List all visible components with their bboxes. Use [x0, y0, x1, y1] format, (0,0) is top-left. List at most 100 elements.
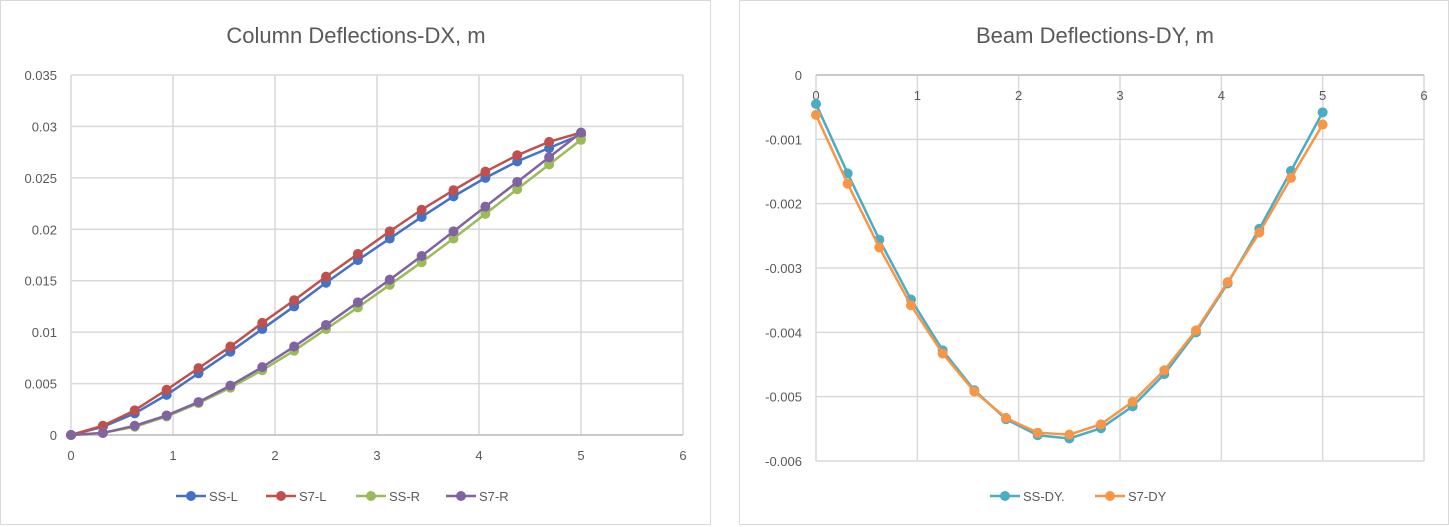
chart-title: Column Deflections-DX, m — [226, 23, 485, 48]
data-point — [321, 319, 331, 330]
y-tick-label: -0.001 — [765, 132, 802, 147]
x-tick-label: 4 — [475, 448, 482, 463]
data-point — [97, 420, 108, 431]
x-tick-label: 5 — [577, 448, 584, 463]
legend-marker — [456, 491, 466, 501]
x-tick-label: 2 — [271, 448, 278, 463]
x-tick-label: 3 — [373, 448, 380, 463]
data-point — [937, 348, 948, 359]
data-point — [352, 248, 363, 259]
legend-label: S7-R — [479, 489, 509, 504]
y-tick-label: 0.015 — [24, 274, 57, 289]
x-tick-label: 6 — [679, 448, 686, 463]
data-point — [906, 300, 916, 311]
data-point — [321, 271, 331, 282]
data-point — [289, 295, 300, 306]
chart-title: Beam Deflections-DY, m — [976, 23, 1214, 48]
data-point — [448, 185, 459, 196]
y-tick-label: 0 — [50, 428, 57, 443]
y-tick-label: 0.03 — [32, 119, 57, 134]
data-point — [1001, 412, 1011, 423]
legend-label: S7-DY — [1128, 489, 1167, 504]
data-point — [1191, 325, 1201, 336]
data-point — [193, 397, 204, 408]
y-tick-label: -0.003 — [765, 261, 802, 276]
legend-label: SS-DY. — [1023, 489, 1065, 504]
x-tick-label: 5 — [1319, 88, 1326, 103]
legend-marker — [366, 491, 376, 501]
x-tick-label: 0 — [812, 88, 819, 103]
data-point — [842, 178, 853, 189]
data-point — [480, 166, 491, 177]
x-tick-label: 4 — [1218, 88, 1225, 103]
data-point — [384, 233, 395, 244]
data-point — [448, 233, 459, 244]
data-point — [1127, 396, 1138, 407]
legend-marker — [276, 491, 286, 501]
data-point — [874, 242, 885, 253]
data-point — [1222, 277, 1233, 288]
data-point — [352, 297, 363, 308]
legend-marker — [1105, 491, 1115, 501]
y-tick-label: 0.01 — [32, 325, 57, 340]
column-deflections-chart: Column Deflections-DX, m 0 0.005 0.01 0.015 0… — [0, 0, 711, 525]
data-point — [289, 341, 300, 352]
chart-svg: Beam Deflections-DY, m -0.006 -0.005 -0.004… — [765, 23, 1427, 504]
data-point — [257, 362, 268, 373]
data-point — [576, 127, 586, 138]
x-tick-label: 1 — [914, 88, 921, 103]
x-tick-label: 1 — [169, 448, 176, 463]
x-tick-label: 3 — [1116, 88, 1123, 103]
data-point — [1286, 172, 1296, 183]
beam-deflections-chart: Beam Deflections-DY, m -0.006 -0.005 -0.004… — [739, 0, 1449, 525]
legend-label: SS-R — [389, 489, 420, 504]
data-point — [1064, 429, 1075, 440]
y-tick-label: -0.002 — [765, 197, 802, 212]
x-tick-label: 0 — [67, 448, 74, 463]
data-point — [1317, 119, 1328, 130]
data-point — [97, 427, 108, 438]
data-point — [129, 420, 140, 431]
data-point — [161, 410, 172, 421]
chart-svg: Column Deflections-DX, m 0 0.005 0.01 0.015 0… — [24, 23, 686, 504]
data-point — [257, 317, 268, 328]
y-tick-label: 0.02 — [32, 222, 57, 237]
x-tick-label: 2 — [1015, 88, 1022, 103]
data-point — [544, 136, 555, 147]
data-point — [512, 150, 523, 161]
data-point — [416, 204, 427, 215]
data-point — [448, 226, 459, 237]
data-point — [811, 109, 821, 120]
data-point — [384, 274, 395, 285]
y-tick-label: -0.004 — [765, 325, 802, 340]
data-point — [1317, 107, 1328, 118]
data-point — [544, 152, 555, 163]
y-tick-label: -0.005 — [765, 390, 802, 405]
data-point — [161, 384, 172, 395]
data-point — [225, 380, 236, 391]
data-point — [480, 208, 491, 219]
data-point — [1254, 227, 1265, 238]
y-tick-label: 0.035 — [24, 68, 57, 83]
data-point — [969, 386, 980, 397]
data-point — [384, 226, 395, 237]
data-point — [1096, 419, 1106, 430]
y-tick-label: 0 — [795, 68, 802, 83]
data-point — [66, 430, 76, 440]
data-point — [576, 134, 586, 145]
series-line-s7-dy — [814, 114, 1324, 436]
data-point — [480, 201, 491, 212]
legend-label: S7-L — [299, 489, 326, 504]
data-point — [811, 98, 821, 109]
y-tick-label: 0.005 — [24, 377, 57, 392]
data-point — [1032, 427, 1043, 438]
x-tick-label: 6 — [1420, 88, 1427, 103]
data-point — [193, 363, 204, 374]
data-point — [129, 405, 140, 416]
data-point — [512, 176, 523, 187]
legend-marker — [186, 491, 196, 501]
data-point — [512, 184, 523, 195]
legend-marker — [1000, 491, 1010, 501]
data-point — [416, 211, 427, 222]
data-point — [225, 341, 236, 352]
